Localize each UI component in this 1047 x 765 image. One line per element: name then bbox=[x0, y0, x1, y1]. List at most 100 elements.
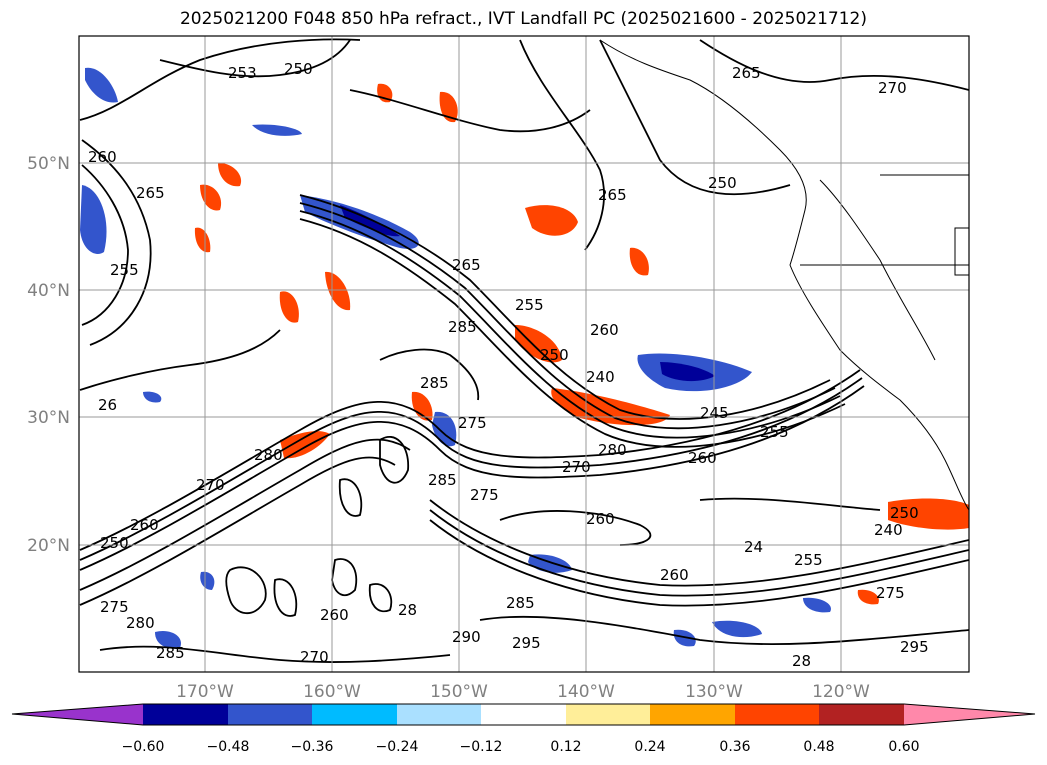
colorbar-tick-label: −0.24 bbox=[376, 739, 419, 755]
lat-label-20n: 20°N bbox=[27, 536, 70, 556]
colorbar-segment bbox=[650, 704, 735, 725]
positive-anomaly-patch bbox=[857, 589, 879, 605]
contour-label: 260 bbox=[688, 449, 717, 467]
colorbar-segment bbox=[12, 704, 143, 725]
contour-label: 260 bbox=[88, 148, 117, 166]
contour-label: 255 bbox=[760, 423, 789, 441]
contour-label: 260 bbox=[320, 606, 349, 624]
colorbar-segment bbox=[228, 704, 312, 725]
contour-label: 260 bbox=[590, 321, 619, 339]
contour-line bbox=[79, 369, 861, 551]
positive-anomaly-patch bbox=[439, 91, 458, 123]
lon-label-120w: 120°W bbox=[812, 682, 870, 702]
contour-label: 255 bbox=[110, 261, 139, 279]
contour-label: 295 bbox=[900, 638, 929, 656]
colorbar-tick-label: −0.60 bbox=[122, 739, 165, 755]
colorbar-tick-label: 0.60 bbox=[888, 739, 919, 755]
contour-label: 260 bbox=[130, 516, 159, 534]
colorbar-tick-label: −0.12 bbox=[460, 739, 503, 755]
coastline-layer bbox=[599, 39, 969, 511]
contour-label: 280 bbox=[254, 446, 283, 464]
contour-line bbox=[379, 435, 409, 484]
colorbar-segment bbox=[143, 704, 228, 725]
positive-anomaly-patch bbox=[200, 184, 222, 211]
positive-anomaly-patch bbox=[218, 162, 242, 187]
negative-anomaly-patch bbox=[252, 124, 302, 136]
colorbar-segment bbox=[819, 704, 904, 725]
negative-anomaly-patch bbox=[155, 630, 181, 649]
contour-label: 250 bbox=[890, 504, 919, 522]
negative-anomaly-patch bbox=[200, 571, 215, 590]
contour-label: 250 bbox=[100, 534, 129, 552]
lon-label-160w: 160°W bbox=[303, 682, 361, 702]
colorbar-segment bbox=[481, 704, 566, 725]
contour-line bbox=[599, 39, 791, 196]
positive-anomaly-patch bbox=[888, 498, 969, 530]
contour-line bbox=[299, 210, 841, 439]
colorbar-tick-label: −0.36 bbox=[291, 739, 334, 755]
contour-label: 250 bbox=[540, 346, 569, 364]
contour-label: 275 bbox=[100, 598, 129, 616]
positive-anomaly-patch bbox=[551, 388, 670, 426]
negative-anomaly-patch bbox=[85, 67, 118, 103]
coastline bbox=[819, 179, 936, 361]
colorbar: −0.60 −0.48 −0.36 −0.24 −0.12 0.12 0.24 … bbox=[11, 703, 1036, 755]
positive-anomaly-patch bbox=[525, 205, 578, 236]
contour-label: 270 bbox=[562, 458, 591, 476]
contour-line bbox=[79, 377, 863, 561]
contour-label: 280 bbox=[126, 614, 155, 632]
positive-anomaly-patch bbox=[629, 247, 649, 276]
contour-label-layer: 253 250 265 270 260 265 255 265 250 265 … bbox=[88, 60, 929, 670]
contour-line bbox=[699, 497, 881, 511]
positive-anomaly-patch bbox=[411, 391, 433, 421]
colorbar-tick-label: 0.12 bbox=[550, 739, 581, 755]
lat-label-30n: 30°N bbox=[27, 408, 70, 428]
contour-line bbox=[79, 329, 281, 391]
contour-line bbox=[429, 519, 969, 607]
graticule bbox=[79, 36, 969, 672]
contour-line bbox=[349, 89, 591, 133]
coastline bbox=[954, 227, 969, 276]
negative-anomaly-patch bbox=[80, 185, 107, 254]
contour-label: 295 bbox=[512, 634, 541, 652]
contour-line bbox=[79, 385, 865, 571]
positive-anomaly-patch bbox=[515, 325, 562, 363]
map-frame bbox=[78, 35, 970, 673]
lon-label-130w: 130°W bbox=[685, 682, 743, 702]
contour-label: 275 bbox=[458, 414, 487, 432]
contour-label: 240 bbox=[586, 368, 615, 386]
lat-label-40n: 40°N bbox=[27, 281, 70, 301]
contour-label: 28 bbox=[792, 652, 811, 670]
refractivity-fill-layer bbox=[80, 67, 969, 649]
longitude-labels: 170°W 160°W 150°W 140°W 130°W 120°W bbox=[176, 682, 870, 702]
contour-line bbox=[429, 499, 969, 587]
positive-anomaly-patch bbox=[280, 431, 330, 459]
lon-label-170w: 170°W bbox=[176, 682, 234, 702]
contour-line bbox=[338, 478, 363, 517]
contour-label: 285 bbox=[448, 318, 477, 336]
lat-label-50n: 50°N bbox=[27, 154, 70, 174]
contour-label: 260 bbox=[586, 510, 615, 528]
contour-label: 275 bbox=[470, 486, 499, 504]
contour-label: 270 bbox=[878, 79, 907, 97]
colorbar-segment bbox=[566, 704, 650, 725]
contour-line bbox=[699, 39, 969, 91]
contour-line bbox=[499, 510, 652, 546]
colorbar-tick-label: 0.24 bbox=[634, 739, 665, 755]
contour-line bbox=[81, 164, 129, 326]
contour-line bbox=[225, 566, 267, 615]
contour-line bbox=[79, 438, 411, 591]
contour-label: 270 bbox=[196, 476, 225, 494]
contour-label: 275 bbox=[876, 584, 905, 602]
contour-label: 285 bbox=[506, 594, 535, 612]
contour-label: 253 bbox=[228, 64, 257, 82]
positive-anomaly-patch bbox=[325, 271, 351, 311]
positive-anomaly-patch bbox=[279, 291, 299, 323]
coastline bbox=[599, 39, 969, 511]
contour-line bbox=[368, 583, 393, 613]
contour-label: 255 bbox=[794, 551, 823, 569]
contour-label: 250 bbox=[708, 174, 737, 192]
latitude-labels: 50°N 40°N 30°N 20°N bbox=[27, 154, 70, 556]
contour-line bbox=[429, 509, 969, 597]
